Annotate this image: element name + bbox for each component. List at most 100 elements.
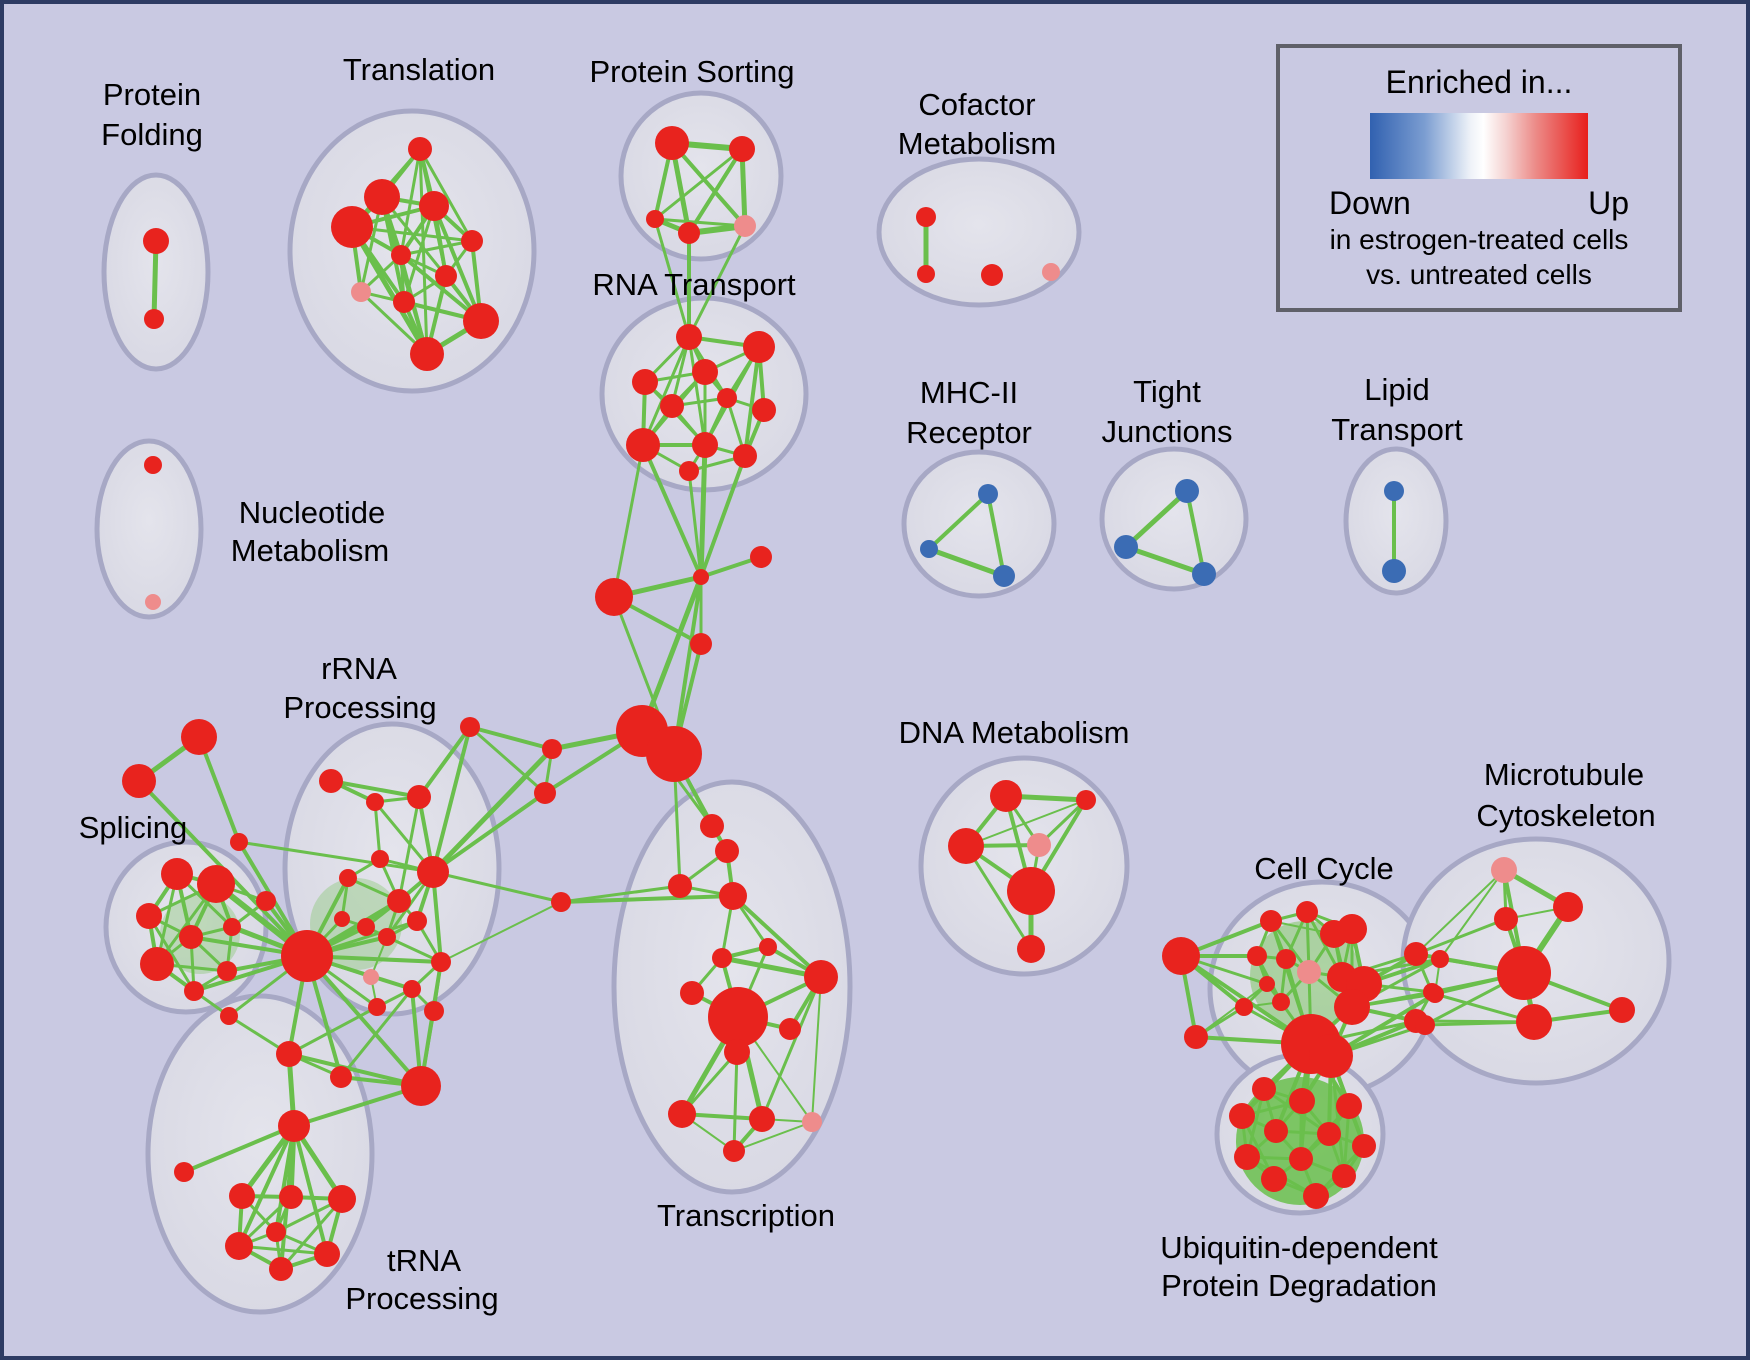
edge-78-56 [237, 840, 435, 874]
cluster-ellipse-cofactor-metabolism [876, 156, 1082, 308]
edge-66-90 [305, 954, 423, 1088]
edge-14-16 [687, 147, 744, 235]
gene-set-node-113 [1017, 935, 1045, 963]
gene-set-node-139 [1426, 985, 1444, 1003]
edge-15-18 [653, 217, 691, 339]
gene-set-node-149 [1352, 1134, 1376, 1158]
edge-27-44 [699, 454, 747, 579]
gene-set-node-148 [1317, 1122, 1341, 1146]
gene-set-node-56 [417, 856, 449, 888]
edge-79-80 [182, 1124, 296, 1174]
gene-set-node-43 [595, 578, 633, 616]
cluster-label-ubiquitin-degradation-line1: Ubiquitin-dependent [1160, 1230, 1438, 1265]
gene-set-node-131 [1404, 942, 1428, 966]
gene-set-node-30 [917, 265, 935, 283]
cluster-ellipse-tight-junctions [1099, 446, 1249, 592]
edge-5-11 [432, 204, 483, 323]
gene-set-node-127 [1235, 998, 1253, 1016]
gene-set-node-14 [729, 136, 755, 162]
gene-set-node-96 [551, 892, 571, 912]
gene-set-node-59 [407, 911, 427, 931]
cluster-label-cofactor-metabolism-line1: Cofactor [918, 87, 1035, 122]
cluster-label-mhc-ii-receptor-line2: Receptor [906, 415, 1032, 450]
cluster-label-lipid-transport-line1: Lipid [1364, 372, 1430, 407]
gene-set-node-77 [122, 764, 156, 798]
edge-44-48 [672, 575, 703, 756]
edge-99-105 [760, 975, 823, 1121]
gene-set-node-136 [1494, 907, 1518, 931]
gene-set-node-110 [948, 828, 984, 864]
gene-set-node-40 [1382, 559, 1406, 583]
edge-26-44 [698, 442, 708, 580]
edge-53-58 [417, 725, 472, 799]
gene-set-node-13 [655, 126, 689, 160]
edge-79-87 [274, 1124, 296, 1234]
edge-53-57 [397, 795, 421, 903]
gene-set-node-22 [660, 394, 684, 418]
gene-set-node-39 [1384, 481, 1404, 501]
cluster-label-microtubule-cytoskeleton-line1: Microtubule [1484, 757, 1644, 792]
gene-set-node-91 [220, 1007, 238, 1025]
legend-gradient-bar [1370, 113, 1588, 179]
legend-endpoints: Down Up [1329, 185, 1629, 222]
gene-set-node-92 [700, 814, 724, 838]
gene-set-node-128 [1334, 989, 1370, 1025]
edge-50-56 [431, 791, 547, 874]
edge-95-99 [731, 894, 823, 979]
gene-set-node-19 [743, 331, 775, 363]
gene-set-node-5 [419, 191, 449, 221]
gene-set-node-48 [646, 726, 702, 782]
gene-set-node-109 [1076, 790, 1096, 810]
gene-set-node-102 [779, 1018, 801, 1040]
gene-set-node-57 [387, 889, 411, 913]
edge-96-56 [431, 870, 563, 904]
gene-set-node-67 [161, 858, 193, 890]
cluster-label-tight-junctions-line2: Junctions [1102, 414, 1233, 449]
cluster-label-dna-metabolism: DNA Metabolism [899, 715, 1130, 750]
cluster-label-transcription: Transcription [657, 1198, 835, 1233]
gene-set-node-90 [401, 1066, 441, 1106]
edge-134-138 [1439, 869, 1505, 960]
gene-set-node-80 [174, 1162, 194, 1182]
gene-set-node-135 [1553, 892, 1583, 922]
legend-subtitle-2: vs. untreated cells [1366, 259, 1592, 290]
edge-25-43 [612, 443, 645, 599]
gene-set-node-73 [217, 961, 237, 981]
gene-set-node-35 [993, 565, 1015, 587]
cluster-label-protein-folding-line1: Protein [103, 77, 201, 112]
legend-box: Enriched in... Down Up in estrogen-treat… [1276, 44, 1682, 312]
gene-set-node-12 [410, 337, 444, 371]
gene-set-node-4 [331, 206, 373, 248]
gene-set-node-28 [679, 461, 699, 481]
gene-set-node-126 [1272, 993, 1290, 1011]
gene-set-node-78 [230, 833, 248, 851]
cluster-label-cofactor-metabolism-line2: Metabolism [898, 126, 1057, 161]
gene-set-node-150 [1234, 1144, 1260, 1170]
gene-set-node-2 [408, 137, 432, 161]
gene-set-node-105 [749, 1106, 775, 1132]
edge-19-27 [743, 345, 761, 458]
gene-set-node-111 [1027, 833, 1051, 857]
gene-set-node-99 [804, 960, 838, 994]
gene-set-node-83 [328, 1185, 356, 1213]
gene-set-node-144 [1289, 1088, 1315, 1114]
gene-set-node-108 [990, 780, 1022, 812]
cluster-label-trna-processing-line1: tRNA [387, 1243, 461, 1278]
gene-set-node-3 [364, 179, 400, 215]
edge-14-15 [653, 147, 744, 221]
gene-set-node-61 [357, 918, 375, 936]
edge-28-44 [687, 469, 703, 579]
gene-set-node-25 [626, 428, 660, 462]
edge-2-6 [418, 147, 474, 243]
edge-15-17 [653, 217, 747, 228]
gene-set-node-17 [734, 215, 756, 237]
edge-0-1 [151, 238, 159, 322]
gene-set-node-116 [1260, 910, 1282, 932]
gene-set-node-76 [181, 719, 217, 755]
gene-set-node-152 [1261, 1166, 1287, 1192]
cluster-label-translation: Translation [343, 52, 495, 87]
gene-set-node-65 [403, 980, 421, 998]
gene-set-node-37 [1114, 535, 1138, 559]
gene-set-node-27 [733, 444, 757, 468]
